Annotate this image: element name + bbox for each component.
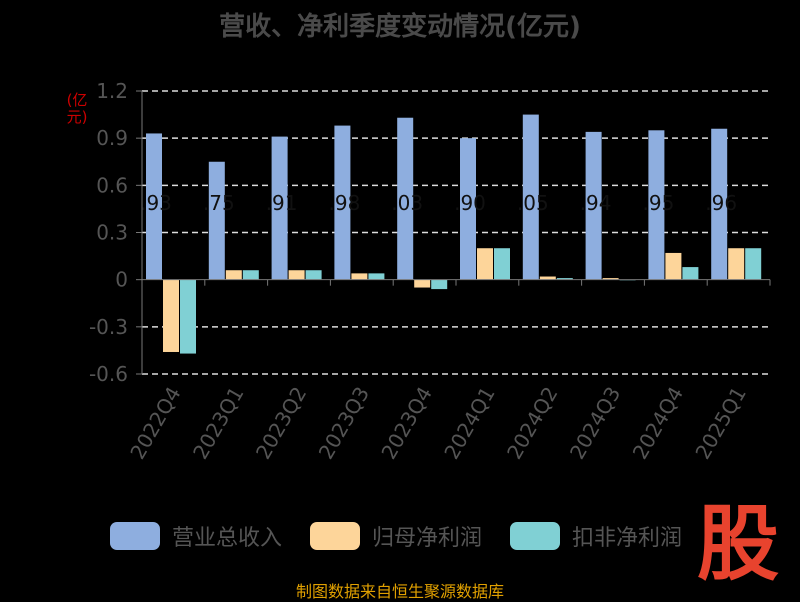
x-tick-label: 2024Q2 [502, 383, 562, 464]
y-axis-unit-label: (亿元) [66, 91, 88, 126]
x-tick-label: 2023Q1 [188, 383, 248, 464]
bar-series-2[interactable] [494, 248, 510, 280]
bar-series-1[interactable] [163, 279, 179, 352]
legend-label-net-profit: 归母净利润 [372, 526, 483, 551]
data-label: .95 [642, 191, 674, 215]
legend-label-revenue: 营业总收入 [172, 526, 283, 551]
legend-item-revenue[interactable]: 营业总收入 [110, 518, 282, 554]
legend-swatch-revenue [110, 522, 160, 550]
bar-series-0[interactable] [648, 130, 665, 280]
bar-series-2[interactable] [368, 273, 385, 280]
bar-series-2[interactable] [431, 279, 448, 290]
bar-series-1[interactable] [225, 270, 242, 280]
legend-swatch-net-profit [310, 522, 360, 550]
bar-series-1[interactable] [539, 276, 556, 280]
x-tick-label: 2024Q1 [439, 383, 499, 464]
legend-label-adjusted-net-profit: 扣非净利润 [572, 526, 683, 551]
bar-series-0[interactable] [460, 138, 476, 280]
bar-series-1[interactable] [477, 248, 493, 280]
data-label: .96 [705, 191, 737, 215]
y-tick-label: -0.6 [89, 362, 128, 386]
legend: 营业总收入 归母净利润 扣非净利润 [0, 518, 800, 554]
bar-series-0[interactable] [208, 161, 225, 280]
bar-series-0[interactable] [397, 117, 414, 280]
legend-item-adjusted-net-profit[interactable]: 扣非净利润 [510, 518, 682, 554]
x-axis-ticks: 2022Q4 2023Q1 2023Q2 2023Q3 2023Q4 2024Q1 2024… [125, 279, 771, 464]
x-tick-label: 2025Q1 [690, 383, 750, 464]
bar-chart: 1.2 0.9 0.6 0.3 0 -0.3 -0.6 .93 .75 .91 .98 .03 .90… [89, 79, 771, 464]
bar-series-2[interactable] [305, 270, 322, 280]
bar-series-0[interactable] [711, 128, 728, 280]
bar-series-2[interactable] [682, 267, 699, 280]
bar-series-0[interactable] [522, 114, 539, 280]
chart-title: 营收、净利季度变动情况(亿元) [219, 12, 581, 42]
y-tick-label: 0.9 [96, 126, 128, 150]
bar-series-1[interactable] [414, 279, 431, 288]
bars [146, 114, 762, 354]
bar-series-0[interactable] [146, 133, 162, 280]
bar-series-0[interactable] [271, 136, 288, 280]
x-tick-label: 2023Q3 [314, 383, 374, 464]
bar-series-2[interactable] [745, 248, 762, 280]
x-tick-label: 2024Q4 [628, 383, 688, 464]
bar-series-2[interactable] [556, 278, 573, 280]
legend-swatch-adjusted-net-profit [510, 522, 560, 550]
y-axis-ticks: 1.2 0.9 0.6 0.3 0 -0.3 -0.6 [89, 79, 142, 386]
y-tick-label: 0.6 [96, 173, 128, 197]
bar-series-1[interactable] [351, 273, 368, 280]
legend-item-net-profit[interactable]: 归母净利润 [310, 518, 482, 554]
bar-series-1[interactable] [665, 252, 682, 280]
brand-logo: 股 [696, 497, 779, 592]
x-tick-label: 2023Q2 [251, 383, 311, 464]
gridlines [142, 90, 770, 375]
bar-series-1[interactable] [288, 270, 305, 280]
data-label: .75 [203, 191, 235, 215]
x-tick-label: 2023Q4 [376, 383, 436, 464]
bar-series-1[interactable] [602, 278, 619, 280]
data-label: .98 [328, 191, 360, 215]
bar-series-2[interactable] [242, 270, 259, 280]
data-label: .94 [580, 191, 612, 215]
bar-series-0[interactable] [585, 131, 602, 280]
y-tick-label: 1.2 [96, 79, 128, 103]
data-source-note: 制图数据来自恒生聚源数据库 [295, 582, 504, 601]
x-tick-label: 2022Q4 [125, 383, 185, 464]
data-label: .05 [517, 191, 549, 215]
data-labels: .93 .75 .91 .98 .03 .90 .05 .94 .95 .96 [140, 191, 737, 215]
data-label: .93 [140, 191, 172, 215]
bar-series-1[interactable] [728, 248, 745, 280]
y-tick-label: 0 [115, 268, 128, 292]
x-tick-label: 2024Q3 [565, 383, 625, 464]
y-tick-label: 0.3 [96, 221, 128, 245]
data-label: .91 [266, 191, 298, 215]
data-label: .90 [454, 191, 486, 215]
bar-series-0[interactable] [334, 125, 351, 280]
data-label: .03 [391, 191, 423, 215]
bar-series-2[interactable] [180, 279, 196, 354]
y-tick-label: -0.3 [89, 315, 128, 339]
